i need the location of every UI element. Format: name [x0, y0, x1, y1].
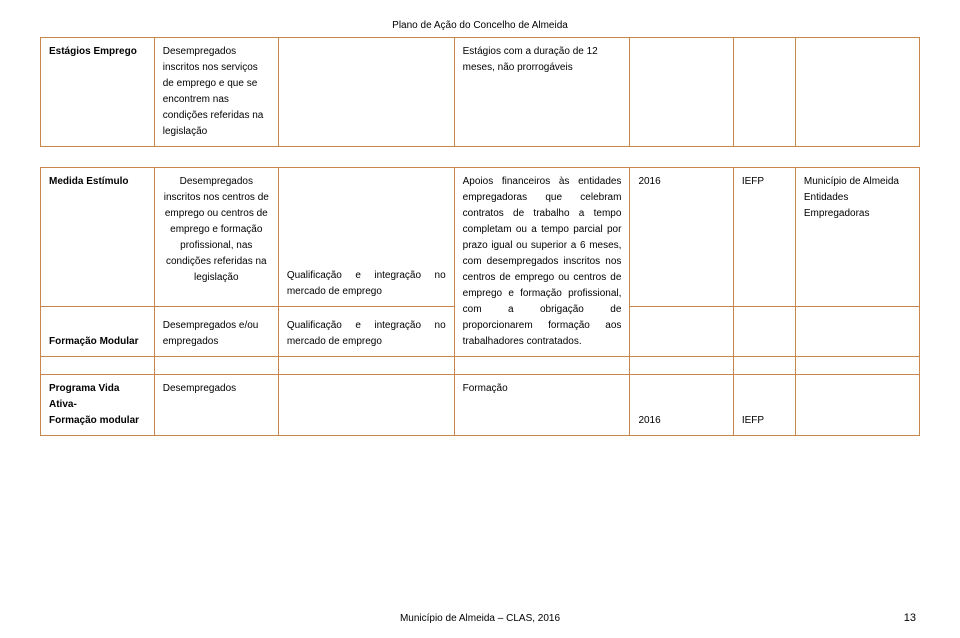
- cell-program: Medida Estímulo: [41, 168, 155, 307]
- cell-partners: [795, 38, 919, 147]
- partner-line: Entidades Empregadoras: [804, 190, 911, 222]
- cell-program: Programa Vida Ativa- Formação modular: [41, 375, 155, 436]
- page-number: 13: [904, 612, 916, 624]
- cell-year: [630, 38, 733, 147]
- cell-target: Desempregados inscritos nos centros de e…: [154, 168, 278, 307]
- cell-program: Formação Modular: [41, 306, 155, 356]
- page-footer: Município de Almeida – CLAS, 2016: [0, 613, 960, 624]
- cell-action: Qualificação e integração no mercado de …: [278, 306, 454, 356]
- cell-desc-merged: Apoios financeiros às entidades empregad…: [454, 168, 630, 357]
- cell-year: 2016: [630, 168, 733, 307]
- cell-entity: [733, 306, 795, 356]
- page-header-title: Plano de Ação do Concelho de Almeida: [40, 20, 920, 31]
- cell-target: Desempregados inscritos nos serviços de …: [154, 38, 278, 147]
- cell-entity: IEFP: [733, 168, 795, 307]
- cell-program: Estágios Emprego: [41, 38, 155, 147]
- cell-desc: Estágios com a duração de 12 meses, não …: [454, 38, 630, 147]
- cell-year: [630, 306, 733, 356]
- cell-partners: [795, 306, 919, 356]
- cell-entity: [733, 38, 795, 147]
- table-row: Programa Vida Ativa- Formação modular De…: [41, 375, 920, 436]
- program-line: Formação modular: [49, 413, 146, 429]
- cell-year: 2016: [630, 375, 733, 436]
- cell-entity: IEFP: [733, 375, 795, 436]
- cell-target: Desempregados: [154, 375, 278, 436]
- table-row: Medida Estímulo Desempregados inscritos …: [41, 168, 920, 307]
- table-bottom: Medida Estímulo Desempregados inscritos …: [40, 167, 920, 436]
- cell-desc: Formação: [454, 375, 630, 436]
- table-row-spacer: [41, 357, 920, 375]
- cell-action: Qualificação e integração no mercado de …: [278, 168, 454, 307]
- partner-line: Município de Almeida: [804, 174, 911, 190]
- table-top: Estágios Emprego Desempregados inscritos…: [40, 37, 920, 147]
- cell-action: [278, 375, 454, 436]
- cell-target: Desempregados e/ou empregados: [154, 306, 278, 356]
- table-row: Estágios Emprego Desempregados inscritos…: [41, 38, 920, 147]
- cell-action: [278, 38, 454, 147]
- cell-partners: [795, 375, 919, 436]
- program-line: Programa Vida Ativa-: [49, 381, 146, 413]
- cell-partners: Município de Almeida Entidades Empregado…: [795, 168, 919, 307]
